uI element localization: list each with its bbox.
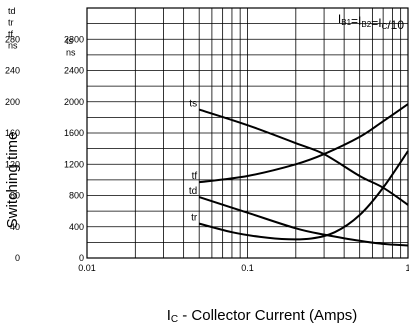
plot-frame [86, 7, 409, 259]
x-tick-label: 0.01 [78, 263, 96, 273]
right-y-tick-label: 1600 [64, 128, 84, 138]
test-condition-annotation: IB1=IB2=IC/10 [338, 12, 404, 32]
right-y-tick-label: 0 [79, 253, 84, 263]
right-y-tick-label: 2400 [64, 66, 84, 76]
left-y-tick-label: 200 [5, 97, 20, 107]
right-axis-unit-label: ns [66, 48, 76, 58]
series-line-ts [198, 108, 409, 206]
y-axis-title: Switching time [4, 132, 21, 229]
left-axis-unit-label: tr [8, 18, 14, 28]
series-line-tr [198, 150, 409, 241]
x-tick-label: 1 [405, 263, 409, 273]
right-y-tick-label: 2000 [64, 97, 84, 107]
left-y-tick-label: 80 [10, 191, 20, 201]
left-y-tick-label: 280 [5, 34, 20, 44]
series-lines [198, 103, 409, 247]
series-label-tf: tf [192, 171, 198, 182]
right-y-tick-label: 400 [69, 222, 84, 232]
left-y-tick-label: 160 [5, 128, 20, 138]
series-label-ts: ts [189, 99, 197, 110]
series-label-td: td [189, 186, 197, 197]
left-y-tick-label: 0 [15, 253, 20, 263]
x-axis-title: IC - Collector Current (Amps) [167, 307, 358, 325]
left-y-tick-label: 240 [5, 66, 20, 76]
labels: IB1=IB2=IC/10 ts tf td tr [189, 12, 404, 224]
series-label-tr: tr [191, 213, 198, 224]
series-line-tf [199, 103, 409, 184]
right-axis-unit-label: ts [66, 36, 74, 46]
left-axis-unit-label: td [8, 6, 16, 16]
right-y-tick-label: 1200 [64, 159, 84, 169]
left-axis-unit-label: ns [8, 41, 18, 51]
left-axis-unit-label: tf [8, 29, 14, 39]
x-tick-label: 0.1 [241, 263, 254, 273]
right-y-tick-label: 2800 [64, 34, 84, 44]
right-y-tick-label: 800 [69, 191, 84, 201]
left-y-tick-label: 120 [5, 159, 20, 169]
series-line-td [198, 196, 409, 247]
left-y-tick-label: 40 [10, 222, 20, 232]
grid [86, 7, 409, 259]
